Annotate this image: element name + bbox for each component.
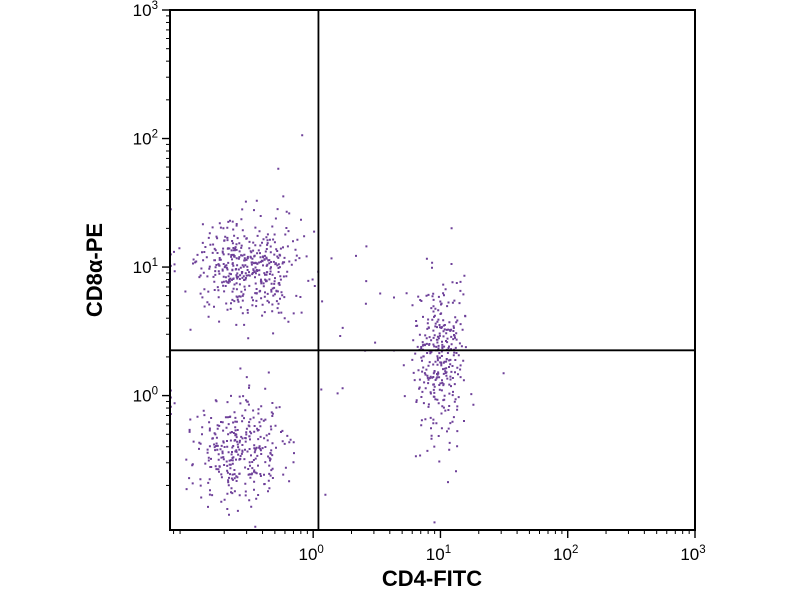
y-tick-label: 101	[133, 257, 158, 277]
x-tick-label: 103	[680, 544, 705, 564]
y-tick-label: 100	[133, 386, 158, 406]
y-tick-label: 103	[133, 0, 158, 20]
x-tick-label: 102	[553, 544, 578, 564]
plot-frame	[169, 9, 696, 531]
y-tick-label: 102	[133, 129, 158, 149]
x-tick-label: 101	[426, 544, 451, 564]
scatter-points	[169, 134, 505, 528]
y-axis-label: CD8α-PE	[82, 223, 107, 317]
x-axis-label: CD4-FITC	[382, 566, 482, 591]
x-tick-label: 100	[299, 544, 324, 564]
